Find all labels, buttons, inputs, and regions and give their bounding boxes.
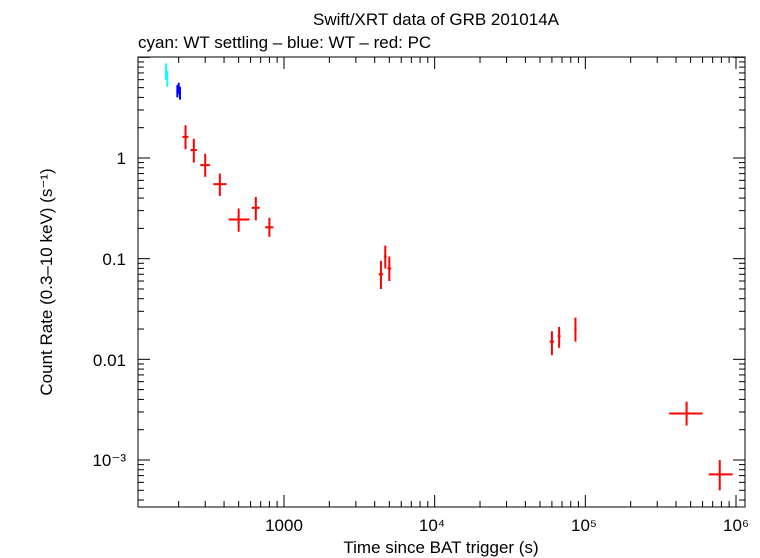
y-tick-label-0.1: 0.1 [102, 250, 126, 269]
x-tick-label-1e6: 10⁶ [723, 516, 749, 535]
data-point-wt-settling [166, 71, 169, 87]
x-tick-label-1e4: 10⁴ [419, 516, 445, 535]
data-point-wt [178, 86, 181, 100]
data-point-pc [708, 460, 733, 491]
data-point-pc [378, 260, 384, 289]
x-tick-label-1e5: 10⁵ [571, 516, 597, 535]
data-point-pc [228, 208, 250, 232]
y-tick-label-0.01: 0.01 [93, 351, 126, 370]
data-point-pc [213, 173, 227, 196]
data-point-pc [387, 256, 392, 281]
data-point-pc [265, 217, 274, 237]
data-point-pc [557, 326, 561, 348]
data-point-pc [383, 245, 387, 269]
x-tick-label-1000: 1000 [265, 516, 303, 535]
axis-ticks [138, 56, 745, 507]
x-axis-label: Time since BAT trigger (s) [343, 538, 538, 557]
data-point-pc [251, 196, 260, 221]
data-point-pc [669, 401, 703, 426]
data-points [165, 63, 733, 491]
chart-subtitle: cyan: WT settling – blue: WT – red: PC [138, 33, 431, 52]
data-point-pc [190, 138, 197, 163]
y-tick-label-1: 1 [117, 149, 126, 168]
plot-frame [137, 56, 746, 508]
data-point-pc [574, 317, 577, 342]
y-tick-label-1e-3: 10⁻³ [92, 451, 126, 470]
data-point-pc [200, 153, 210, 177]
chart-title: Swift/XRT data of GRB 201014A [313, 10, 560, 29]
y-axis-label: Count Rate (0.3–10 keV) (s⁻¹) [37, 168, 56, 395]
data-point-pc [182, 125, 189, 150]
data-point-pc [549, 331, 555, 356]
